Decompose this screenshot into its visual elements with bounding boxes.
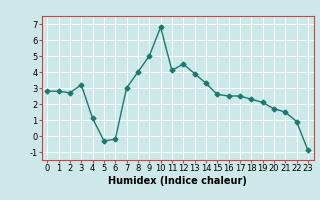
X-axis label: Humidex (Indice chaleur): Humidex (Indice chaleur) [108, 176, 247, 186]
